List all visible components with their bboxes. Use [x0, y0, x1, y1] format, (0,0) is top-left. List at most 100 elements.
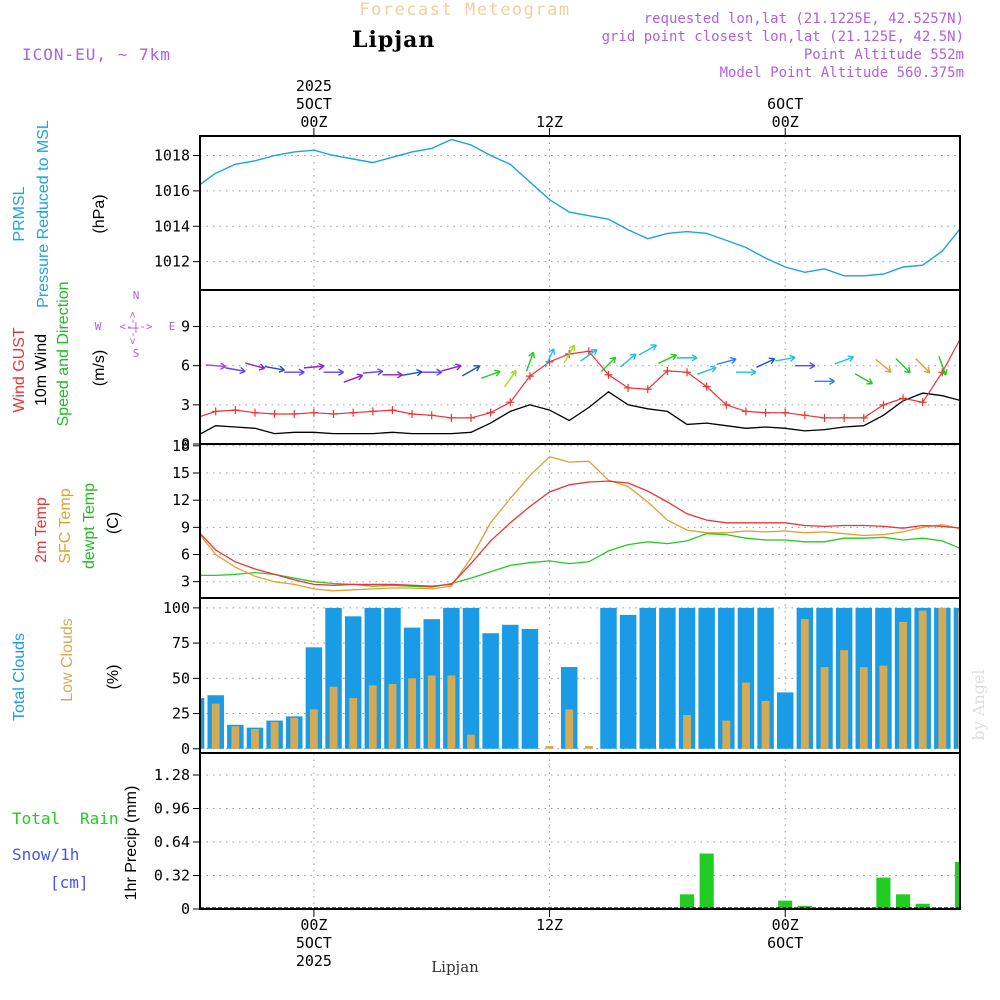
wind-speed-line	[200, 390, 960, 435]
total-cloud-bar	[521, 629, 539, 749]
compass-n: N	[133, 289, 140, 302]
wind-arrow-head	[888, 366, 892, 373]
wind-arrow-head	[318, 362, 325, 367]
forecast-title: Forecast Meteogram	[359, 0, 570, 20]
temp-label-a: 2m Temp	[33, 497, 50, 563]
bottom-time-label: 00Z	[300, 916, 327, 934]
y-tick-label: 0	[181, 900, 190, 918]
wind-arrow-shaft	[756, 358, 775, 368]
low-cloud-bar	[879, 665, 888, 749]
precip-bar	[895, 894, 911, 909]
wind-arrow-head	[456, 365, 462, 371]
total-cloud-bar	[776, 692, 794, 749]
wind-arrow-head	[849, 356, 855, 363]
gust-marker	[427, 411, 436, 420]
point-altitude: Point Altitude 552m	[804, 47, 964, 63]
wind-arrow-shaft	[205, 364, 226, 368]
gust-marker	[290, 409, 299, 418]
bottom-time-label: 6OCT	[767, 934, 803, 952]
low-cloud-bar	[133, 650, 141, 749]
wind-arrow-head	[548, 348, 555, 353]
compass-e: E	[169, 320, 176, 333]
low-cloud-bar	[427, 675, 436, 749]
precip-bar	[797, 905, 812, 909]
wind-arrow	[323, 368, 344, 376]
wind-arrow-head	[790, 356, 796, 362]
gust-marker	[309, 408, 318, 417]
wind-arrow-head	[750, 368, 757, 373]
wind-arrow	[503, 369, 517, 388]
wind-arrow	[600, 356, 617, 372]
wind-arrow-shaft	[525, 352, 535, 372]
pressure-unit: (hPa)	[91, 194, 108, 233]
wind-arrow	[205, 362, 227, 370]
wind-arrow	[481, 369, 501, 379]
gust-marker	[270, 409, 279, 418]
wind-arrow-shaft	[638, 344, 657, 356]
total-cloud-bar	[718, 607, 735, 749]
y-tick-label: 3	[181, 573, 190, 591]
precip-bar	[994, 777, 1000, 909]
wind-arrow-head	[455, 363, 462, 367]
low-cloud-bar	[153, 646, 161, 749]
gust-marker	[741, 407, 750, 416]
total-cloud-bar	[325, 607, 342, 749]
wind-arrow-head	[768, 357, 775, 360]
pressure-label-a: PRMSL	[11, 186, 28, 241]
total-cloud-bar	[737, 607, 755, 749]
top-time-label: 2025	[296, 77, 332, 95]
low-cloud-bar	[251, 729, 259, 749]
total-cloud-bar	[344, 616, 362, 749]
bottom-time-label: 00Z	[772, 916, 799, 934]
total-cloud-bar	[482, 633, 499, 749]
wind-arrow-head	[298, 371, 305, 376]
gust-marker	[761, 408, 770, 417]
gust-marker	[918, 398, 927, 407]
precip-bar	[679, 894, 695, 909]
wind-arrow	[697, 365, 717, 375]
wind-label-c: Speed and Direction	[55, 282, 72, 427]
gust-marker	[584, 347, 593, 356]
wind-arrow-shaft	[716, 358, 737, 366]
gust-marker	[800, 411, 809, 420]
wind-arrow	[441, 363, 462, 372]
wind-arrow-head	[847, 355, 854, 358]
wind-arrow	[716, 356, 737, 366]
wind-arrow	[382, 371, 403, 379]
y-tick-label: 0.32	[154, 866, 190, 884]
low-cloud-bar	[565, 709, 574, 749]
precip-bar	[699, 853, 714, 909]
wind-arrow-head	[416, 371, 423, 377]
low-cloud-bar	[211, 703, 220, 749]
bottom-time-label: 2025	[296, 952, 332, 970]
total-cloud-bar	[953, 607, 960, 749]
wind-arrow-shaft	[362, 370, 383, 374]
precip-unit: 1hr Precip (mm)	[123, 786, 140, 901]
wind-arrow-head	[691, 357, 698, 362]
temp-unit: (C)	[105, 512, 122, 534]
wind-arrow-shaft	[544, 348, 555, 368]
total-cloud-bar	[678, 607, 696, 749]
wind-arrow-head	[220, 362, 227, 368]
y-tick-label: 0.64	[154, 833, 190, 851]
footer-location: Lipjan	[431, 958, 479, 976]
wind-arrow-head	[904, 370, 911, 374]
cloud-label-b: Low Clouds	[59, 618, 76, 702]
wind-arrow	[620, 353, 637, 368]
low-cloud-bar	[231, 726, 240, 749]
wind-arrow	[544, 348, 556, 368]
wind-arrow-head	[652, 344, 658, 351]
wind-arrow	[854, 373, 874, 385]
wind-arrow-head	[907, 366, 911, 373]
low-cloud-bar	[899, 621, 907, 749]
y-tick-label: 1018	[154, 146, 190, 164]
total-cloud-bar	[384, 607, 401, 749]
gust-marker	[349, 408, 358, 417]
low-cloud-bar	[918, 610, 927, 749]
precip-bar	[778, 900, 793, 909]
total-cloud-bar	[462, 607, 480, 749]
gust-marker	[643, 385, 652, 394]
sfc-temp-line	[200, 455, 960, 592]
top-time-label: 00Z	[772, 113, 799, 131]
wind-arrow-head	[258, 367, 265, 371]
